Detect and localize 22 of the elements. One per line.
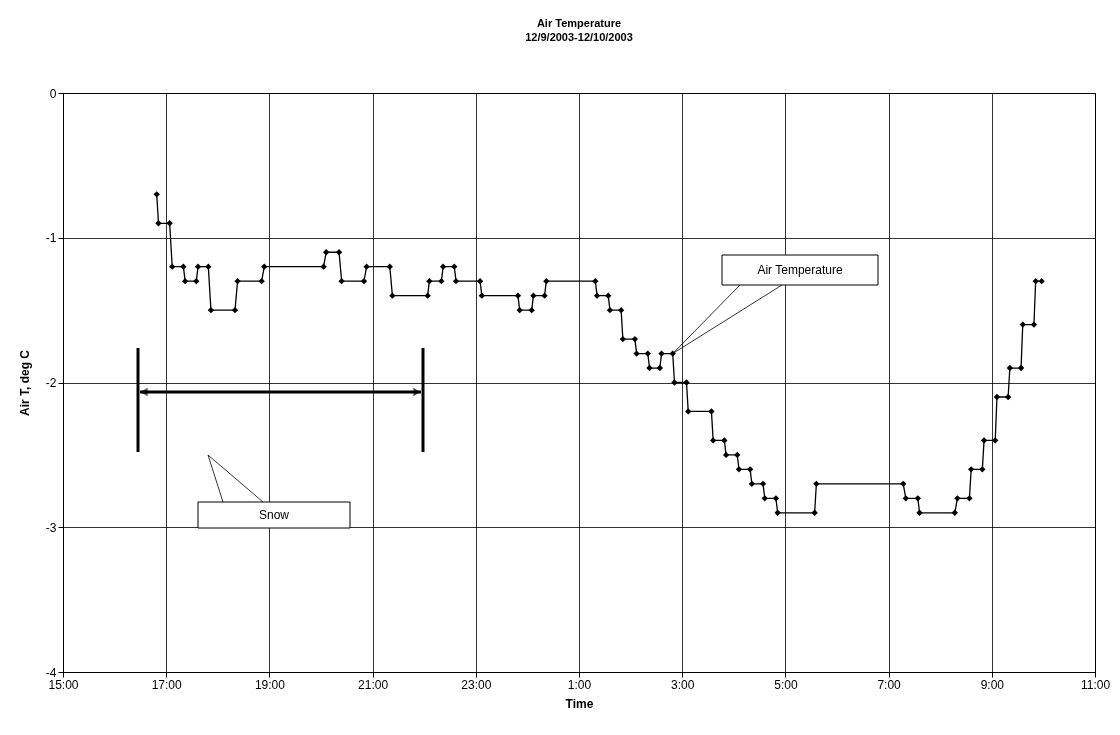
text: Air Temperature	[757, 263, 843, 277]
x-tick-label: 17:00	[151, 677, 183, 692]
x-tick-label: 5:00	[774, 677, 798, 692]
x-tick-label: 23:00	[461, 677, 492, 692]
y-tick-label: -3	[45, 520, 57, 535]
y-tick-label: -1	[45, 231, 57, 246]
chart-subtitle: 12/9/2003-12/10/2003	[525, 31, 633, 43]
annotation: Snow	[258, 508, 290, 522]
x-tick-label: 11:00	[1080, 677, 1111, 692]
x-tick-label: 15:00	[48, 677, 79, 692]
x-tick-label: 1:00	[567, 677, 592, 692]
y-tick-label: -4	[45, 665, 57, 680]
x-tick-label: 9:00	[980, 677, 1005, 692]
chart-title: Air Temperature	[536, 17, 622, 29]
x-tick-label: 19:00	[254, 677, 286, 692]
x-axis-title: Time	[565, 696, 594, 711]
x-tick-label: 21:00	[358, 677, 389, 692]
y-tick-label: -2	[45, 376, 57, 390]
y-tick-label: 0	[49, 86, 57, 101]
y-axis-title: Air T, deg C	[17, 349, 32, 417]
x-tick-label: 7:00	[877, 677, 902, 692]
x-tick-label: 3:00	[671, 677, 695, 692]
